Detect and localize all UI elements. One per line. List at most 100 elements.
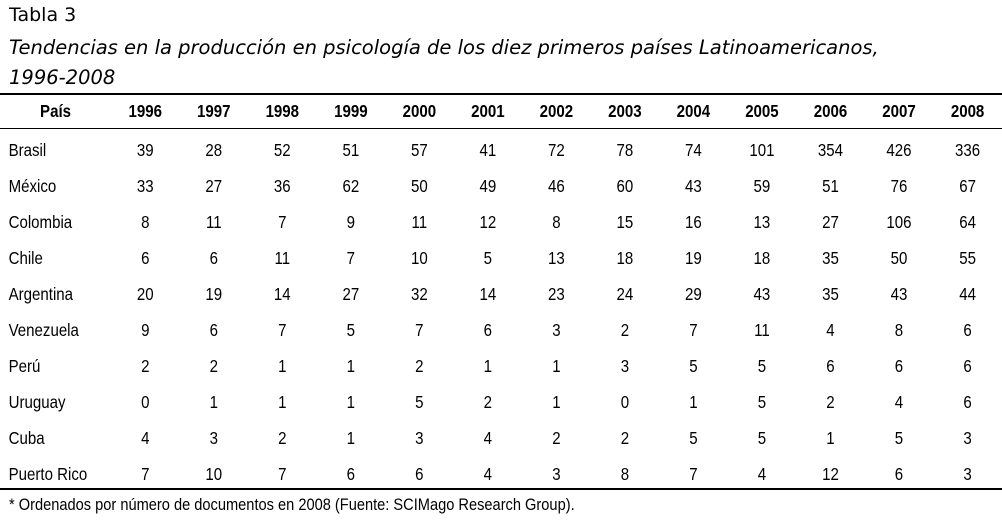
table-bottom-rule xyxy=(0,488,1002,490)
value-cell: 2 xyxy=(415,355,424,376)
value-cell: 9 xyxy=(141,319,150,340)
value-cell: 3 xyxy=(620,355,630,376)
header-year: 1998 xyxy=(265,101,300,121)
value-cell: 2 xyxy=(278,427,287,448)
value-cell: 57 xyxy=(410,139,428,160)
country-cell: Colombia xyxy=(8,211,73,232)
value-cell: 5 xyxy=(415,391,424,412)
table-row: Argentina 20 19 14 27 32 14 23 24 29 43 35 43 44 xyxy=(0,276,1002,312)
value-cell: 2 xyxy=(483,391,493,412)
value-cell: 354 xyxy=(817,139,844,160)
value-cell: 13 xyxy=(753,211,771,232)
value-cell: 23 xyxy=(548,283,565,304)
value-cell: 12 xyxy=(479,211,497,232)
value-cell: 27 xyxy=(342,283,360,304)
value-cell: 24 xyxy=(616,283,634,304)
header-year: 1997 xyxy=(197,101,231,121)
value-cell: 7 xyxy=(278,319,287,340)
value-cell: 6 xyxy=(894,463,904,484)
value-cell: 6 xyxy=(209,319,218,340)
value-cell: 0 xyxy=(141,391,150,412)
table-row: Brasil 39 28 52 51 57 41 72 78 74 101 354 426 336 xyxy=(0,128,1002,168)
value-cell: 6 xyxy=(346,463,356,484)
value-cell: 1 xyxy=(278,391,287,412)
value-cell: 12 xyxy=(822,463,839,484)
value-cell: 43 xyxy=(890,283,908,304)
table-title: Tendencias en la producción en psicologí… xyxy=(9,33,999,93)
value-cell: 33 xyxy=(136,175,154,196)
table-body: Brasil 39 28 52 51 57 41 72 78 74 101 354 426 336 Méxi… xyxy=(0,128,1002,492)
value-cell: 1 xyxy=(209,391,218,412)
value-cell: 3 xyxy=(209,427,218,448)
value-cell: 15 xyxy=(616,211,634,232)
value-cell: 1 xyxy=(346,427,356,448)
value-cell: 3 xyxy=(552,319,561,340)
value-cell: 11 xyxy=(411,211,428,232)
header-year: 2008 xyxy=(950,101,985,121)
value-cell: 3 xyxy=(963,463,972,484)
table-row: Colombia 8 11 7 9 11 12 8 15 16 13 27 106 64 xyxy=(0,204,1002,240)
country-cell: México xyxy=(8,175,57,196)
value-cell: 14 xyxy=(479,283,497,304)
header-country: País xyxy=(40,101,71,121)
country-cell: Venezuela xyxy=(8,319,79,340)
value-cell: 5 xyxy=(757,355,767,376)
value-cell: 11 xyxy=(754,319,770,340)
country-cell: Cuba xyxy=(8,427,45,448)
value-cell: 5 xyxy=(757,391,767,412)
footnote: * Ordenados por número de documentos en … xyxy=(9,495,575,514)
value-cell: 36 xyxy=(273,175,291,196)
value-cell: 6 xyxy=(415,463,424,484)
value-cell: 10 xyxy=(410,247,428,268)
value-cell: 74 xyxy=(685,139,702,160)
value-cell: 49 xyxy=(479,175,497,196)
value-cell: 7 xyxy=(278,211,287,232)
value-cell: 72 xyxy=(548,139,565,160)
value-cell: 6 xyxy=(141,247,150,268)
value-cell: 27 xyxy=(822,211,839,232)
value-cell: 20 xyxy=(136,283,154,304)
value-cell: 2 xyxy=(620,427,630,448)
header-year: 2004 xyxy=(676,101,711,121)
table-row: Chile 6 6 11 7 10 5 13 18 19 18 35 50 55 xyxy=(0,240,1002,276)
value-cell: 1 xyxy=(346,355,356,376)
value-cell: 11 xyxy=(205,211,222,232)
table-row: Uruguay 0 1 1 1 5 2 1 0 1 5 2 4 6 xyxy=(0,384,1002,420)
value-cell: 3 xyxy=(552,463,561,484)
value-cell: 62 xyxy=(342,175,360,196)
value-cell: 43 xyxy=(753,283,771,304)
table-label: Tabla 3 xyxy=(9,4,77,26)
value-cell: 7 xyxy=(689,463,698,484)
value-cell: 7 xyxy=(415,319,424,340)
value-cell: 14 xyxy=(273,283,291,304)
value-cell: 60 xyxy=(616,175,634,196)
header-year: 2002 xyxy=(539,101,574,121)
table-title-line-2: 1996-2008 xyxy=(9,66,116,89)
value-cell: 4 xyxy=(894,391,904,412)
value-cell: 19 xyxy=(685,247,702,268)
value-cell: 6 xyxy=(963,355,972,376)
value-cell: 67 xyxy=(959,175,976,196)
country-cell: Chile xyxy=(8,247,43,268)
value-cell: 7 xyxy=(141,463,150,484)
value-cell: 5 xyxy=(483,247,493,268)
header-year: 2003 xyxy=(608,101,642,121)
value-cell: 6 xyxy=(826,355,835,376)
value-cell: 6 xyxy=(894,355,904,376)
value-cell: 426 xyxy=(886,139,912,160)
value-cell: 50 xyxy=(890,247,908,268)
value-cell: 50 xyxy=(410,175,428,196)
value-cell: 1 xyxy=(826,427,835,448)
value-cell: 10 xyxy=(205,463,223,484)
value-cell: 64 xyxy=(959,211,976,232)
value-cell: 41 xyxy=(479,139,497,160)
value-cell: 27 xyxy=(205,175,223,196)
value-cell: 2 xyxy=(826,391,835,412)
country-cell: Brasil xyxy=(8,139,47,160)
table-row: Perú 2 2 1 1 2 1 1 3 5 5 6 6 6 xyxy=(0,348,1002,384)
header-year: 2001 xyxy=(471,101,505,121)
table-header-rule xyxy=(0,128,1002,129)
value-cell: 3 xyxy=(963,427,972,448)
value-cell: 28 xyxy=(205,139,223,160)
value-cell: 6 xyxy=(209,247,218,268)
